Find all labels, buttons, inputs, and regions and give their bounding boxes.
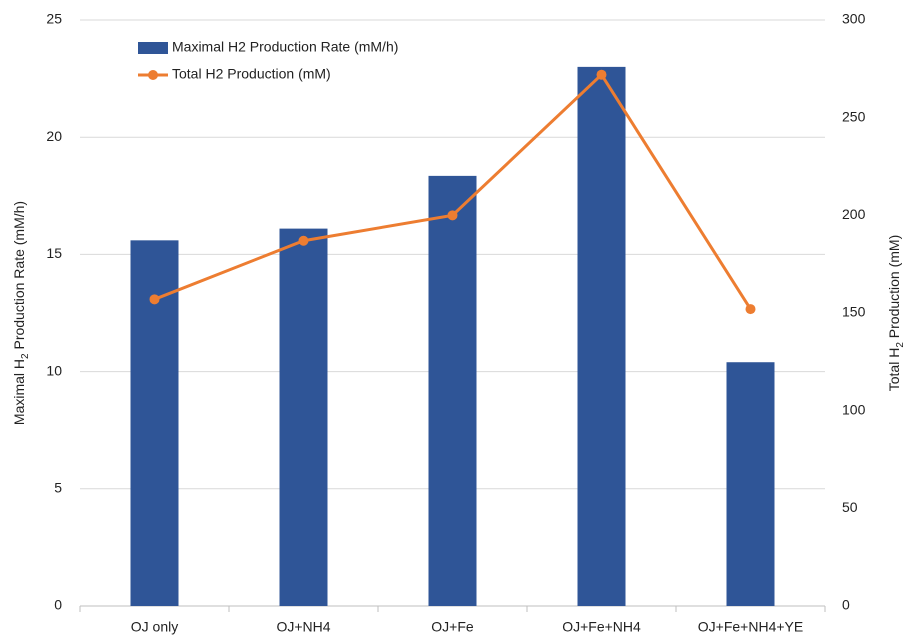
point (745, 304, 756, 315)
y2-tick-label: 300 (842, 11, 866, 27)
point (149, 294, 160, 305)
legend-label: Total H2 Production (mM) (172, 66, 331, 82)
y-tick-label: 5 (54, 480, 62, 496)
bar (726, 362, 775, 606)
y-axis-label-part: Production Rate (mM/h) (11, 201, 27, 354)
y-axis-label: Maximal H2 Production Rate (mM/h) (11, 201, 31, 425)
y-axis-label-part: Maximal H (11, 359, 27, 425)
bar (428, 175, 477, 606)
y2-tick-label: 50 (842, 499, 858, 515)
y2-tick-label: 100 (842, 401, 866, 417)
y2-axis-label-part: Production (mM) (886, 235, 902, 342)
x-tick-label: OJ+Fe+NH4+YE (698, 619, 803, 635)
point (447, 210, 458, 221)
y-axis-label-part: 2 (20, 353, 31, 359)
y2-tick-label: 0 (842, 597, 850, 613)
y2-tick-label: 150 (842, 304, 866, 320)
point (298, 235, 309, 246)
y-tick-label: 25 (46, 11, 62, 27)
legend-swatch (148, 70, 158, 80)
bar (577, 66, 626, 606)
y2-axis-label-part: Total H (886, 348, 902, 392)
y2-tick-label: 250 (842, 108, 866, 124)
legend-label: Maximal H2 Production Rate (mM/h) (172, 39, 398, 55)
point (596, 69, 607, 80)
x-tick-label: OJ+Fe (431, 619, 474, 635)
y-tick-label: 15 (46, 245, 62, 261)
y2-axis-label-part: 2 (895, 342, 906, 348)
legend-swatch (138, 42, 168, 54)
y2-tick-label: 200 (842, 206, 866, 222)
y-tick-label: 20 (46, 128, 62, 144)
y2-axis-label: Total H2 Production (mM) (886, 235, 906, 392)
x-tick-label: OJ only (131, 619, 178, 635)
y-tick-label: 0 (54, 597, 62, 613)
bar (279, 228, 328, 606)
x-tick-label: OJ+NH4 (276, 619, 330, 635)
y-tick-label: 10 (46, 362, 62, 378)
x-tick-label: OJ+Fe+NH4 (562, 619, 641, 635)
